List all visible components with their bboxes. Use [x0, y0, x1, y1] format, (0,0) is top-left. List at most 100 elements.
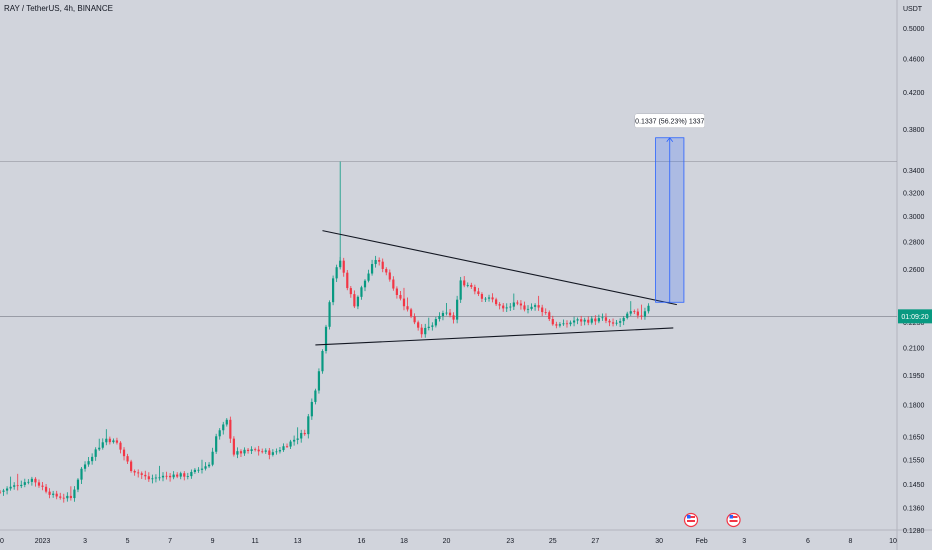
- candle-body: [558, 324, 561, 326]
- x-tick-label: 8: [849, 538, 853, 545]
- candle-body: [604, 317, 608, 321]
- y-tick-label: 0.1450: [903, 482, 925, 489]
- candle-body: [370, 264, 374, 274]
- candle-body: [491, 297, 494, 300]
- candle-body: [105, 438, 108, 443]
- candle-body: [239, 451, 243, 454]
- x-tick-label: 25: [549, 538, 557, 545]
- candle-body: [44, 486, 48, 492]
- candle-body: [172, 474, 175, 478]
- candle-body: [317, 371, 321, 391]
- candle-body: [246, 449, 250, 452]
- candle-body: [229, 419, 232, 439]
- candle-body: [222, 424, 225, 431]
- candle-body: [144, 474, 147, 477]
- candle-body: [367, 273, 370, 281]
- candle-body: [310, 401, 313, 417]
- candle-body: [335, 267, 338, 279]
- candle-body: [20, 484, 23, 487]
- x-tick-label: 7: [168, 538, 172, 545]
- candle-body: [395, 288, 398, 295]
- candle-body: [587, 319, 590, 323]
- candle-body: [218, 430, 221, 437]
- candle-body: [0, 491, 2, 493]
- candle-body: [555, 324, 558, 326]
- candle-body: [158, 477, 161, 479]
- candle-body: [576, 319, 579, 321]
- candle-body: [108, 438, 111, 443]
- x-tick-label: 13: [294, 538, 302, 545]
- candle-body: [62, 497, 65, 499]
- candle-body: [438, 316, 441, 320]
- candle-body: [572, 320, 576, 323]
- candle-body: [165, 475, 168, 477]
- candle-body: [271, 452, 274, 455]
- candle-body: [356, 296, 360, 307]
- candle-body: [133, 470, 136, 473]
- candle-body: [254, 449, 257, 451]
- candle-body: [480, 294, 484, 299]
- candle-body: [431, 325, 434, 327]
- candle-body: [69, 495, 72, 499]
- candle-body: [91, 456, 94, 462]
- candle-body: [186, 476, 189, 477]
- candle-body: [590, 318, 593, 323]
- candle-body: [611, 322, 615, 324]
- candle-body: [565, 323, 569, 325]
- candle-body: [441, 312, 445, 317]
- candle-body: [349, 288, 352, 295]
- x-tick-label: 20: [443, 538, 451, 545]
- candle-body: [314, 390, 317, 402]
- candle-body: [296, 438, 299, 440]
- candle-body: [516, 302, 519, 304]
- candle-body: [115, 440, 119, 443]
- candle-body: [353, 294, 356, 307]
- y-tick-label: 0.3400: [903, 168, 925, 175]
- candle-body: [5, 488, 9, 491]
- candle-body: [640, 315, 643, 317]
- candle-body: [388, 272, 391, 280]
- candle-body: [537, 305, 540, 308]
- candle-body: [541, 307, 544, 313]
- candle-body: [66, 495, 69, 499]
- candle-body: [48, 491, 51, 495]
- candle-body: [321, 351, 324, 372]
- candle-body: [30, 478, 33, 482]
- candle-body: [636, 311, 639, 316]
- us-flag-event-icon[interactable]: [726, 512, 741, 528]
- candle-body: [204, 466, 207, 469]
- candle-body: [562, 323, 565, 325]
- candle-body: [73, 489, 76, 499]
- candle-body: [300, 432, 303, 439]
- candle-body: [147, 476, 150, 480]
- candle-body: [328, 302, 331, 327]
- candle-body: [112, 440, 115, 443]
- candle-body: [200, 468, 204, 470]
- candle-body: [406, 306, 409, 310]
- candle-body: [633, 311, 636, 313]
- candle-body: [9, 486, 12, 489]
- candle-body: [615, 322, 618, 324]
- candle-body: [168, 475, 172, 478]
- candle-body: [23, 482, 26, 485]
- candle-body: [445, 312, 448, 314]
- candle-body: [495, 299, 498, 305]
- us-flag-event-icon[interactable]: [683, 512, 699, 528]
- candle-body: [523, 305, 526, 310]
- candle-body: [498, 304, 501, 306]
- candle-body: [183, 473, 186, 477]
- y-tick-label: 0.1800: [903, 402, 925, 409]
- price-countdown-badge: 01:09:20: [901, 314, 928, 321]
- candle-body: [626, 313, 629, 318]
- candle-body: [594, 318, 597, 322]
- candle-body: [519, 303, 523, 306]
- candle-body: [470, 284, 473, 287]
- candle-body: [420, 327, 423, 335]
- candle-body: [268, 450, 271, 455]
- x-tick-label: 10: [889, 538, 897, 545]
- price-axis-unit: USDT: [903, 6, 923, 13]
- measure-label-box: [634, 113, 705, 128]
- candle-body: [27, 481, 30, 483]
